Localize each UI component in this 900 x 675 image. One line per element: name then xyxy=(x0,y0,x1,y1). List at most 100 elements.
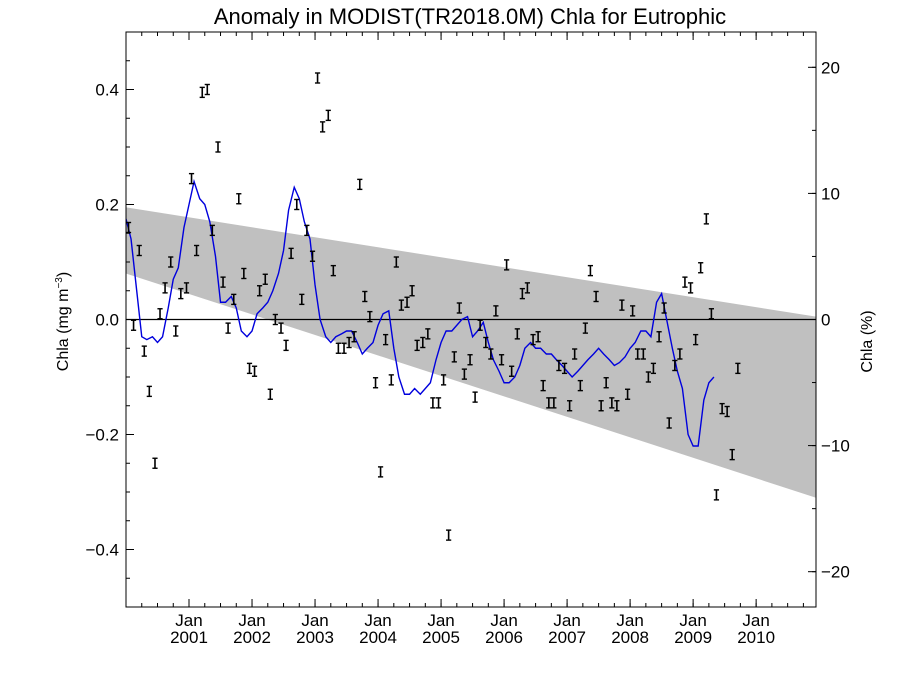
data-point xyxy=(225,322,231,334)
y-tick-label-left: 0.2 xyxy=(95,196,119,215)
data-point xyxy=(656,331,662,343)
x-tick-label-year: 2010 xyxy=(737,628,775,647)
data-point xyxy=(477,319,483,331)
data-point xyxy=(577,379,583,392)
x-tick-label-year: 2007 xyxy=(548,628,586,647)
smoothed-series-line xyxy=(126,178,715,447)
data-point xyxy=(729,448,735,461)
data-point xyxy=(157,308,163,320)
data-point xyxy=(635,348,641,360)
data-point xyxy=(561,362,568,375)
data-point xyxy=(703,213,709,225)
data-point xyxy=(146,385,152,398)
x-tick-label-year: 2005 xyxy=(422,628,460,647)
x-tick-label-month: Jan xyxy=(238,611,265,630)
data-point xyxy=(587,264,594,277)
data-point xyxy=(640,348,646,360)
data-point xyxy=(294,198,300,211)
x-tick-label-month: Jan xyxy=(616,611,643,630)
data-point xyxy=(220,276,226,288)
data-point xyxy=(614,400,620,412)
data-point xyxy=(304,224,310,237)
data-point xyxy=(472,391,478,403)
trend-band xyxy=(126,207,816,498)
data-point xyxy=(314,72,321,84)
x-tick-label-month: Jan xyxy=(742,611,769,630)
data-point xyxy=(377,466,384,478)
data-point xyxy=(540,379,546,392)
data-point xyxy=(666,417,672,429)
data-point xyxy=(367,310,373,323)
data-point xyxy=(231,293,237,306)
x-tick-label-year: 2009 xyxy=(674,628,712,647)
x-tick-label-year: 2004 xyxy=(359,628,397,647)
y-axis-label-right: Chla (%) xyxy=(859,310,876,372)
data-point xyxy=(551,397,557,409)
x-tick-label-month: Jan xyxy=(427,611,454,630)
data-point xyxy=(188,172,195,185)
data-point xyxy=(724,405,730,418)
data-point xyxy=(178,287,184,300)
data-point xyxy=(246,362,253,375)
x-tick-label-year: 2002 xyxy=(233,628,271,647)
data-point xyxy=(173,325,179,337)
data-point xyxy=(320,121,326,133)
data-point xyxy=(467,354,473,366)
data-point xyxy=(572,348,578,360)
data-point xyxy=(524,282,530,294)
y-tick-label-right: −10 xyxy=(821,437,850,456)
data-point xyxy=(388,374,394,386)
data-point xyxy=(414,339,420,352)
data-point xyxy=(362,290,368,303)
data-point xyxy=(125,221,132,234)
data-point xyxy=(409,285,415,297)
data-point xyxy=(514,328,520,340)
data-point xyxy=(456,302,462,314)
data-point xyxy=(677,348,683,360)
data-point xyxy=(420,336,426,349)
x-tick-label-month: Jan xyxy=(553,611,580,630)
data-point xyxy=(193,244,200,257)
data-point xyxy=(435,397,442,409)
data-point xyxy=(661,302,667,314)
data-point xyxy=(672,359,678,372)
data-point xyxy=(335,342,341,354)
data-point xyxy=(440,374,447,386)
x-tick-label-year: 2003 xyxy=(296,628,334,647)
data-point xyxy=(398,299,404,311)
data-point xyxy=(504,259,510,271)
data-point xyxy=(330,264,336,277)
data-point xyxy=(530,333,536,346)
y-tick-label-right: −20 xyxy=(821,563,850,582)
x-tick-label-year: 2008 xyxy=(611,628,649,647)
chart-title: Anomaly in MODIST(TR2018.0M) Chla for Eu… xyxy=(214,4,726,29)
data-point xyxy=(488,348,494,360)
data-point xyxy=(136,244,142,257)
x-tick-label-year: 2006 xyxy=(485,628,523,647)
data-point xyxy=(372,377,379,389)
data-point xyxy=(430,397,436,409)
data-point xyxy=(325,109,331,122)
data-point xyxy=(682,276,688,288)
data-point xyxy=(630,305,636,317)
y-tick-label-right: 10 xyxy=(821,184,840,203)
data-point xyxy=(624,388,631,400)
data-points-layer xyxy=(125,72,741,541)
y-tick-label-right: 20 xyxy=(821,58,840,77)
y-tick-label-left: 0.0 xyxy=(95,311,119,330)
y-tick-label-right: 0 xyxy=(821,311,830,330)
data-point xyxy=(519,287,525,300)
data-point xyxy=(299,293,305,306)
y-axis-label-text: Chla (mg m xyxy=(55,289,72,372)
data-point xyxy=(341,342,347,354)
data-point xyxy=(483,336,489,349)
data-point xyxy=(272,313,278,326)
y-axis-label-close: ) xyxy=(55,272,72,277)
data-point xyxy=(393,256,399,268)
data-point xyxy=(309,250,316,262)
data-point xyxy=(603,377,609,389)
data-point xyxy=(451,351,457,363)
trend-band-layer xyxy=(126,207,816,498)
y-tick-label-left: −0.4 xyxy=(85,541,119,560)
